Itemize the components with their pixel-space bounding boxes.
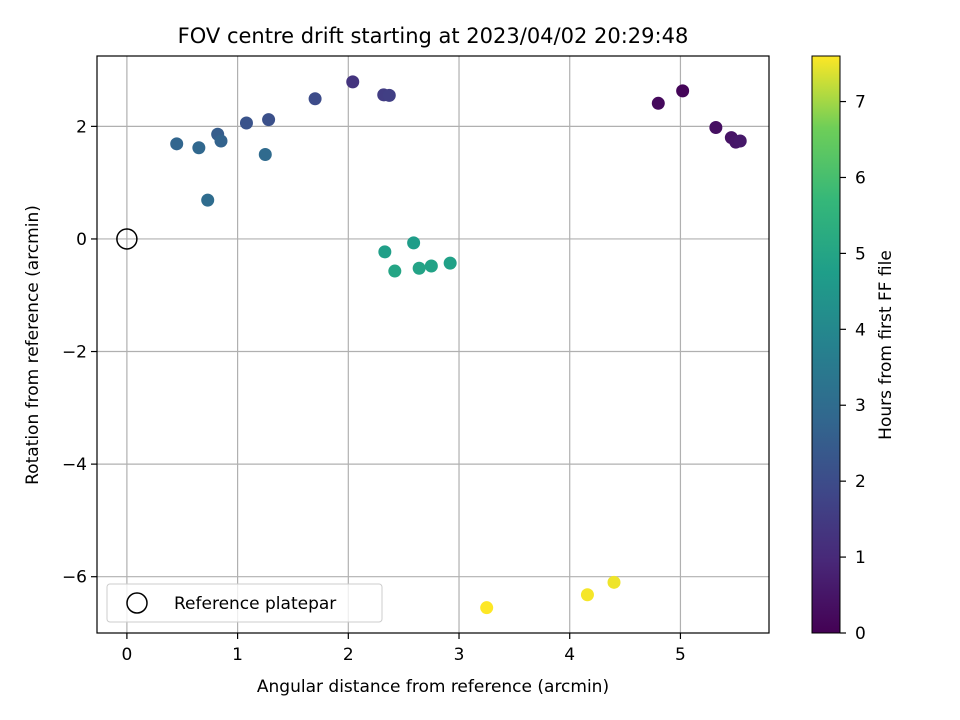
y-tick-label: −6 — [62, 568, 87, 588]
colorbar-tick-label: 2 — [855, 472, 866, 492]
colorbar-tick-label: 0 — [855, 624, 866, 644]
colorbar-tick-label: 7 — [855, 93, 866, 113]
data-point — [607, 575, 621, 589]
y-tick-label: 0 — [76, 230, 87, 250]
data-point — [676, 84, 690, 98]
data-point — [346, 75, 360, 89]
colorbar-gradient — [811, 55, 841, 634]
reference-point-marker — [116, 228, 138, 250]
y-axis-label: Rotation from reference (arcmin) — [23, 205, 43, 485]
data-point — [709, 120, 723, 134]
x-tick-label: 4 — [564, 645, 575, 665]
x-tick-label: 3 — [454, 645, 465, 665]
legend-label: Reference platepar — [174, 594, 336, 614]
legend-box — [106, 583, 383, 623]
x-tick-label: 2 — [343, 645, 354, 665]
plot-frame — [96, 55, 770, 634]
data-point — [480, 601, 494, 615]
data-point — [170, 137, 184, 151]
data-point — [192, 141, 206, 155]
data-point — [412, 261, 426, 275]
grid-lines — [97, 56, 769, 633]
chart-title: FOV centre drift starting at 2023/04/02 … — [178, 24, 689, 48]
data-point — [424, 259, 438, 273]
data-point — [214, 134, 228, 148]
legend: Reference platepar — [106, 583, 383, 623]
data-point — [388, 264, 402, 278]
data-point — [378, 245, 392, 259]
data-point — [580, 588, 594, 602]
colorbar-tick-label: 1 — [855, 548, 866, 568]
colorbar-tick-label: 5 — [855, 244, 866, 264]
x-tick-label: 0 — [121, 645, 132, 665]
y-tick-label: 2 — [76, 117, 87, 137]
colorbar-tick-label: 4 — [855, 320, 866, 340]
data-point — [258, 148, 272, 162]
colorbar: 0 1 2 3 4 5 6 7 Hours from first FF file — [811, 55, 896, 644]
y-tick-label: −2 — [62, 343, 87, 363]
scatter-points — [170, 75, 747, 615]
data-point — [382, 88, 396, 102]
y-tick-label: −4 — [62, 455, 87, 475]
data-point — [443, 256, 457, 270]
data-point — [201, 193, 215, 207]
x-axis-label: Angular distance from reference (arcmin) — [257, 677, 609, 697]
x-tick-label: 1 — [232, 645, 243, 665]
data-point — [733, 134, 747, 148]
data-point — [262, 113, 276, 127]
x-axis-ticks: 0 1 2 3 4 5 — [121, 633, 686, 665]
data-point — [239, 116, 253, 130]
data-point — [308, 92, 322, 106]
x-tick-label: 5 — [675, 645, 686, 665]
data-point — [407, 236, 421, 250]
legend-marker-icon — [126, 592, 148, 614]
data-point — [651, 96, 665, 110]
colorbar-ticks: 0 1 2 3 4 5 6 7 — [840, 93, 866, 644]
colorbar-label: Hours from first FF file — [876, 250, 896, 440]
colorbar-tick-label: 6 — [855, 168, 866, 188]
colorbar-tick-label: 3 — [855, 396, 866, 416]
y-axis-ticks: −6 −4 −2 0 2 — [62, 117, 97, 588]
